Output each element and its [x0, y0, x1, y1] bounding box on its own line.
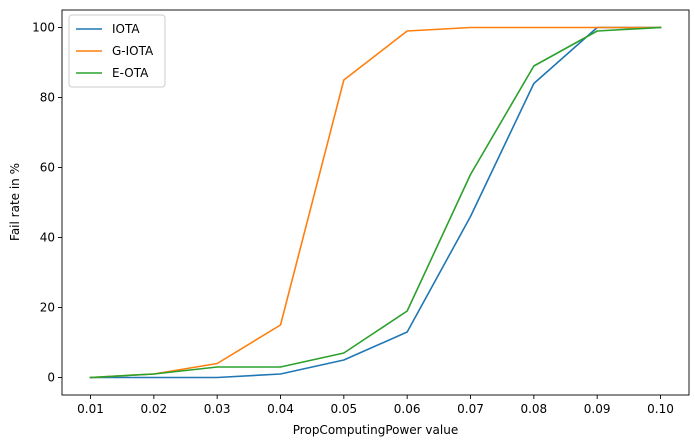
plot-area — [89, 26, 662, 379]
x-tick-label: 0.02 — [140, 402, 167, 416]
series-line-g-iota — [89, 26, 662, 379]
x-tick-label: 0.04 — [267, 402, 294, 416]
x-tick-label: 0.06 — [394, 402, 421, 416]
x-axis-label: PropComputingPower value — [293, 423, 458, 437]
x-tick-label: 0.03 — [204, 402, 231, 416]
x-tick-label: 0.01 — [77, 402, 104, 416]
x-tick-label: 0.05 — [330, 402, 357, 416]
x-tick-label: 0.09 — [584, 402, 611, 416]
x-tick-label: 0.10 — [647, 402, 674, 416]
y-tick-label: 40 — [40, 231, 55, 245]
y-axis-label: Fail rate in % — [8, 163, 22, 241]
y-tick-label: 60 — [40, 161, 55, 175]
y-tick-label: 100 — [32, 21, 55, 35]
axes-frame — [61, 9, 690, 396]
legend: IOTA G-IOTA E-OTA — [68, 14, 166, 88]
series-line-iota — [89, 26, 662, 379]
series-line-e-ota — [89, 26, 662, 379]
y-tick-label: 20 — [40, 301, 55, 315]
legend-label-g-iota: G-IOTA — [112, 44, 154, 58]
x-tick-label: 0.07 — [457, 402, 484, 416]
legend-label-e-ota: E-OTA — [112, 66, 149, 80]
y-tick-label: 0 — [47, 371, 55, 385]
axes: 0.01 0.02 0.03 0.04 0.05 0.06 0.07 0.08 0.09 0.10… — [32, 9, 690, 416]
x-tick-label: 0.08 — [520, 402, 547, 416]
legend-label-iota: IOTA — [112, 22, 140, 36]
legend-box — [68, 14, 166, 88]
y-tick-label: 80 — [40, 91, 55, 105]
